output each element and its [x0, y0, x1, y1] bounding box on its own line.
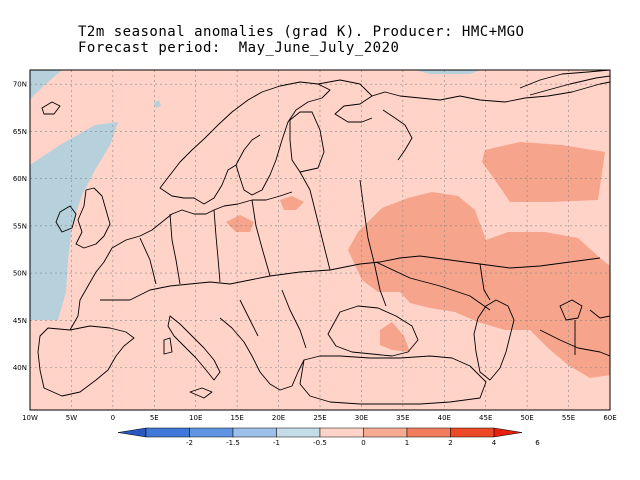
- colorbar-segment: [363, 427, 408, 438]
- map-gridlines: [30, 70, 610, 410]
- colorbar-label: 0: [361, 439, 365, 447]
- colorbar-segment: [276, 427, 321, 438]
- map-frame: [29, 69, 611, 411]
- lon-tick-label: 15E: [230, 414, 243, 422]
- lon-tick-label: 10E: [189, 414, 202, 422]
- warm-anomaly-baltic: [280, 196, 304, 210]
- colorbar-label: 2: [448, 439, 452, 447]
- colorbar-segment: [450, 427, 495, 438]
- colorbar: [117, 427, 523, 438]
- colorbar-label: 6: [535, 439, 540, 447]
- lat-tick-label: 40N: [13, 364, 27, 372]
- colorbar-segment: [493, 427, 523, 438]
- lon-tick-label: 60E: [603, 414, 616, 422]
- lon-tick-label: 5W: [66, 414, 77, 422]
- colorbar-segment: [145, 427, 190, 438]
- colorbar-label: -1.5: [226, 439, 240, 447]
- colorbar-label: 1: [405, 439, 409, 447]
- colorbar-labels: -2 -1.5 -1 -0.5 0 1 2 4 6: [186, 439, 540, 447]
- lon-tick-label: 0: [111, 414, 115, 422]
- colorbar-segment: [232, 427, 277, 438]
- colorbar-label: 4: [492, 439, 497, 447]
- lon-tick-label: 40E: [438, 414, 451, 422]
- colorbar-segment: [189, 427, 234, 438]
- cold-anomaly-north: [30, 70, 62, 100]
- colorbar-segment: [117, 427, 147, 438]
- lon-tick-label: 20E: [272, 414, 285, 422]
- lat-tick-label: 50N: [13, 270, 27, 278]
- warm-anomaly-black-sea: [380, 322, 410, 352]
- colorbar-segment: [319, 427, 364, 438]
- cold-anomaly-arctic: [415, 70, 480, 74]
- lat-tick-label: 65N: [13, 128, 27, 136]
- lon-tick-label: 30E: [355, 414, 368, 422]
- colorbar-label: -2: [186, 439, 193, 447]
- colorbar-label: -0.5: [313, 439, 327, 447]
- lon-tick-label: 35E: [396, 414, 409, 422]
- lon-tick-label: 25E: [313, 414, 326, 422]
- colorbar-segment: [406, 427, 451, 438]
- colorbar-label: -1: [273, 439, 280, 447]
- longitude-tick-labels: 10W 5W 0 5E 10E 15E 20E 25E 30E 35E 40E 45E 50E 55E 60…: [22, 414, 617, 422]
- lon-tick-label: 5E: [150, 414, 159, 422]
- cold-anomaly-spot: [154, 100, 161, 108]
- warm-anomaly-urals: [482, 142, 605, 202]
- lon-tick-label: 50E: [520, 414, 533, 422]
- lon-tick-label: 10W: [22, 414, 38, 422]
- lat-tick-label: 60N: [13, 175, 27, 183]
- map-title-line2: Forecast period: May_June_July_2020: [78, 40, 400, 56]
- coastlines: [37, 70, 610, 405]
- map-title-line1: T2m seasonal anomalies (grad K). Produce…: [78, 24, 525, 40]
- lon-tick-label: 45E: [479, 414, 492, 422]
- cold-anomaly-atlantic: [30, 122, 118, 320]
- lat-tick-label: 70N: [13, 81, 27, 89]
- lon-tick-label: 55E: [562, 414, 575, 422]
- warm-anomaly-poland: [226, 215, 254, 232]
- lat-tick-label: 45N: [13, 317, 27, 325]
- lat-tick-label: 55N: [13, 222, 27, 230]
- latitude-tick-labels: 70N 65N 60N 55N 50N 45N 40N: [13, 81, 27, 372]
- warm-anomaly-russia: [348, 192, 610, 378]
